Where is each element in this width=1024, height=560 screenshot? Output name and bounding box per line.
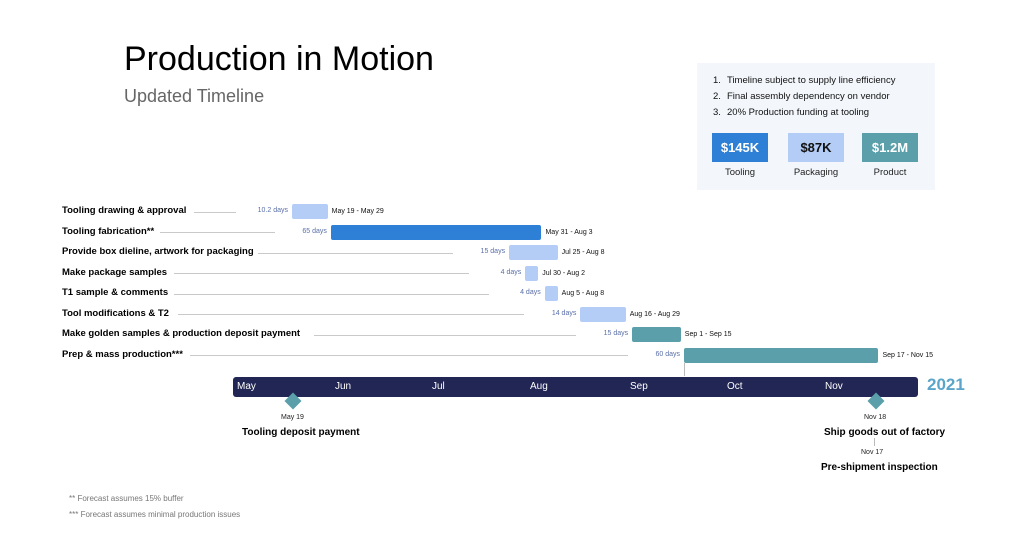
footnote: ** Forecast assumes 15% buffer [69,494,184,503]
kpi-packaging-label: Packaging [793,167,839,178]
task-date-range: Aug 5 - Aug 8 [561,290,605,297]
footnote: *** Forecast assumes minimal production … [69,510,241,519]
task-bar[interactable] [632,327,681,342]
task-duration: 15 days [480,248,506,255]
task-bar[interactable] [684,347,879,363]
timeline-axis [233,377,918,397]
task-bar[interactable] [525,265,539,281]
note-item: 2. Final assembly dependency on vendor [713,91,890,102]
task-name: Tool modifications & T2 [62,307,169,319]
task-date-range: May 31 - Aug 3 [545,228,593,236]
month-label: Aug [530,381,548,392]
month-label: Jul [432,381,445,392]
milestone-date: Nov 18 [864,414,887,421]
task-duration: 10.2 days [257,207,288,214]
task-duration: 65 days [302,227,327,235]
task-date-range: Sep 17 - Nov 15 [882,351,934,359]
month-label: Jun [335,381,352,392]
task-bar[interactable] [292,204,328,219]
task-name: Make golden samples & production deposit… [62,328,301,339]
task-leader-line [258,252,454,254]
kpi-tooling-label: Tooling [724,167,756,178]
task-name: Provide box dieline, artwork for packagi… [62,246,254,257]
milestone-label: Ship goods out of factory [824,427,946,438]
month-label: Oct [727,381,743,392]
task-duration: 15 days [603,330,629,337]
month-label: Sep [630,381,648,392]
task-name: Prep & mass production*** [62,348,183,360]
task-duration: 14 days [551,309,577,317]
milestone-line [874,438,875,446]
task-bar[interactable] [509,245,558,260]
note-item: 1. Timeline subject to supply line effici… [713,75,896,86]
month-label: May [237,381,256,392]
task-name: Make package samples [62,266,168,278]
task-leader-line [314,334,577,336]
task-leader-line [174,273,470,274]
task-date-range: Jul 30 - Aug 2 [542,269,586,277]
task-bar[interactable] [544,286,558,301]
task-leader-line [174,293,489,295]
task-date-range: Aug 16 - Aug 29 [629,310,680,318]
task-duration: 60 days [655,350,681,358]
task-name: Tooling fabrication** [62,225,155,237]
kpi-tooling-value: $145K [712,133,768,162]
page-subtitle: Updated Timeline [124,86,265,106]
task-leader-line [160,232,275,233]
task-bar[interactable] [580,306,626,322]
task-date-range: Sep 1 - Sep 15 [684,331,732,338]
note-item: 3. 20% Production funding at tooling [713,107,870,118]
milestone-date: May 19 [281,414,304,421]
task-leader-line [190,355,629,356]
kpi-packaging-value: $87K [788,133,844,162]
year-label: 2021 [927,375,965,394]
task-duration: 4 days [500,268,522,276]
task-bar[interactable] [330,224,542,240]
notes-panel: 1. Timeline subject to supply line effici… [697,63,935,190]
task-duration: 4 days [520,289,541,296]
task-date-range: Jul 25 - Aug 8 [561,249,605,256]
kpi-product-label: Product [873,167,907,178]
task-date-range: May 19 - May 29 [331,208,384,215]
task-name: Tooling drawing & approval [62,205,187,216]
task-leader-line [194,211,236,213]
month-label: Nov [825,381,843,392]
connector-line [684,362,686,376]
task-name: T1 sample & comments [62,287,169,298]
kpi-product-value: $1.2M [862,133,918,162]
task-leader-line [178,314,525,315]
milestone-label: Tooling deposit payment [242,427,360,438]
page-title: Production in Motion [124,40,434,78]
milestone-date: Nov 17 [861,449,884,456]
milestone-label: Pre-shipment inspection [821,462,938,473]
